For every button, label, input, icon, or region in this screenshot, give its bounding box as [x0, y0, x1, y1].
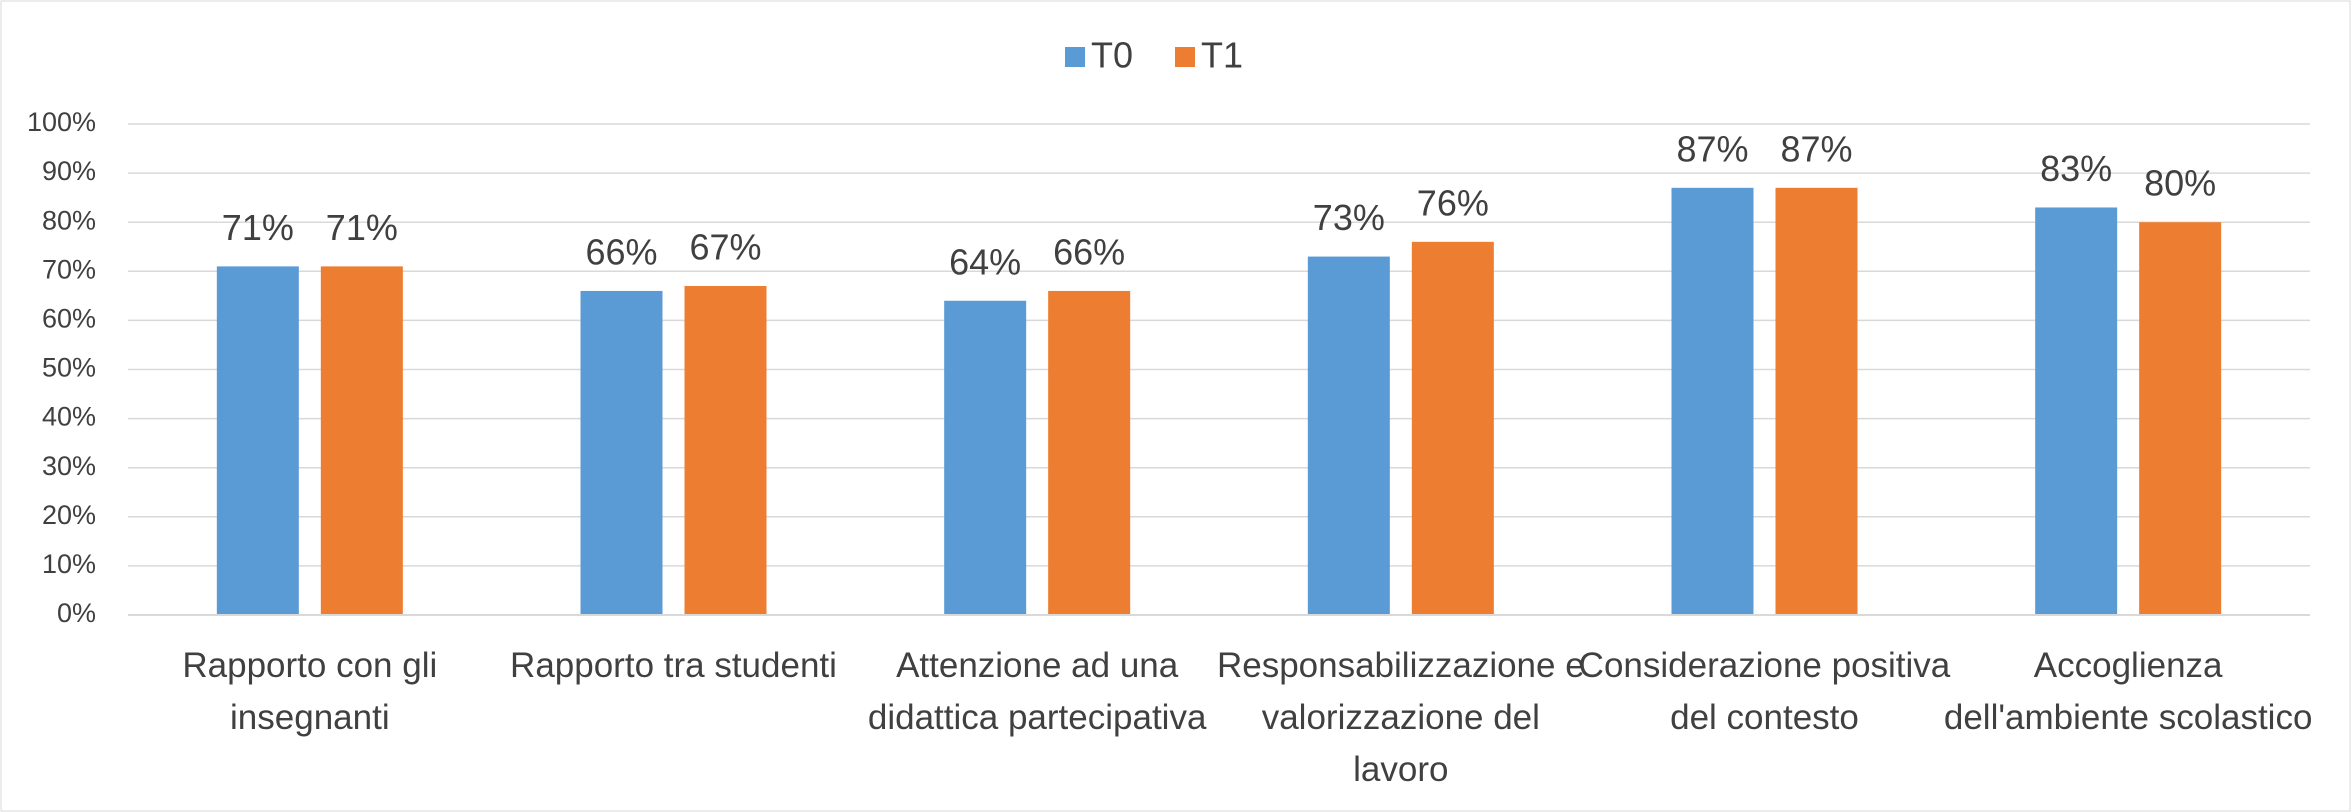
bar: [1411, 241, 1494, 615]
bar: [1775, 187, 1858, 615]
value-label: 71%: [222, 207, 294, 248]
legend-label: T0: [1091, 35, 1133, 76]
y-tick-label: 90%: [42, 156, 96, 186]
y-tick-label: 60%: [42, 304, 96, 334]
x-tick-label: Attenzione ad una didattica partecipativ…: [867, 646, 1207, 737]
value-label: 80%: [2144, 163, 2216, 204]
bar: [2035, 207, 2118, 615]
value-label: 66%: [1053, 231, 1125, 272]
bar: [1307, 256, 1390, 615]
legend-label: T1: [1201, 35, 1243, 76]
legend-swatch: [1175, 47, 1195, 67]
y-tick-label: 40%: [42, 402, 96, 432]
bar: [1048, 290, 1131, 615]
x-tick-label: Rapporto con gli insegnanti: [182, 646, 438, 737]
x-tick-label: Rapporto tra studenti: [510, 646, 837, 685]
value-label: 76%: [1417, 182, 1489, 223]
bar: [1671, 187, 1754, 615]
value-label: 71%: [326, 207, 398, 248]
bar: [320, 266, 403, 615]
y-tick-label: 30%: [42, 451, 96, 481]
y-tick-label: 100%: [27, 107, 96, 137]
value-label: 66%: [585, 231, 657, 272]
x-tick-label: Responsabilizzazione e valorizzazione de…: [1216, 646, 1585, 789]
y-tick-label: 0%: [57, 598, 96, 628]
value-label: 83%: [2040, 148, 2112, 189]
bar: [216, 266, 299, 615]
y-tick-label: 50%: [42, 353, 96, 383]
x-tick-label: Accoglienza dell'ambiente scolastico: [1943, 646, 2313, 737]
value-label: 67%: [689, 227, 761, 268]
bar: [944, 300, 1027, 615]
y-tick-label: 10%: [42, 549, 96, 579]
bar: [684, 286, 767, 615]
bar: [580, 290, 663, 615]
y-tick-label: 20%: [42, 500, 96, 530]
bar: [2139, 222, 2222, 615]
value-label: 87%: [1676, 128, 1748, 169]
y-tick-label: 70%: [42, 254, 96, 284]
legend-swatch: [1065, 47, 1085, 67]
value-label: 64%: [949, 241, 1021, 282]
value-label: 73%: [1313, 197, 1385, 238]
value-label: 87%: [1780, 128, 1852, 169]
y-tick-label: 80%: [42, 205, 96, 235]
x-tick-label: Considerazione positiva del contesto: [1578, 646, 1951, 737]
